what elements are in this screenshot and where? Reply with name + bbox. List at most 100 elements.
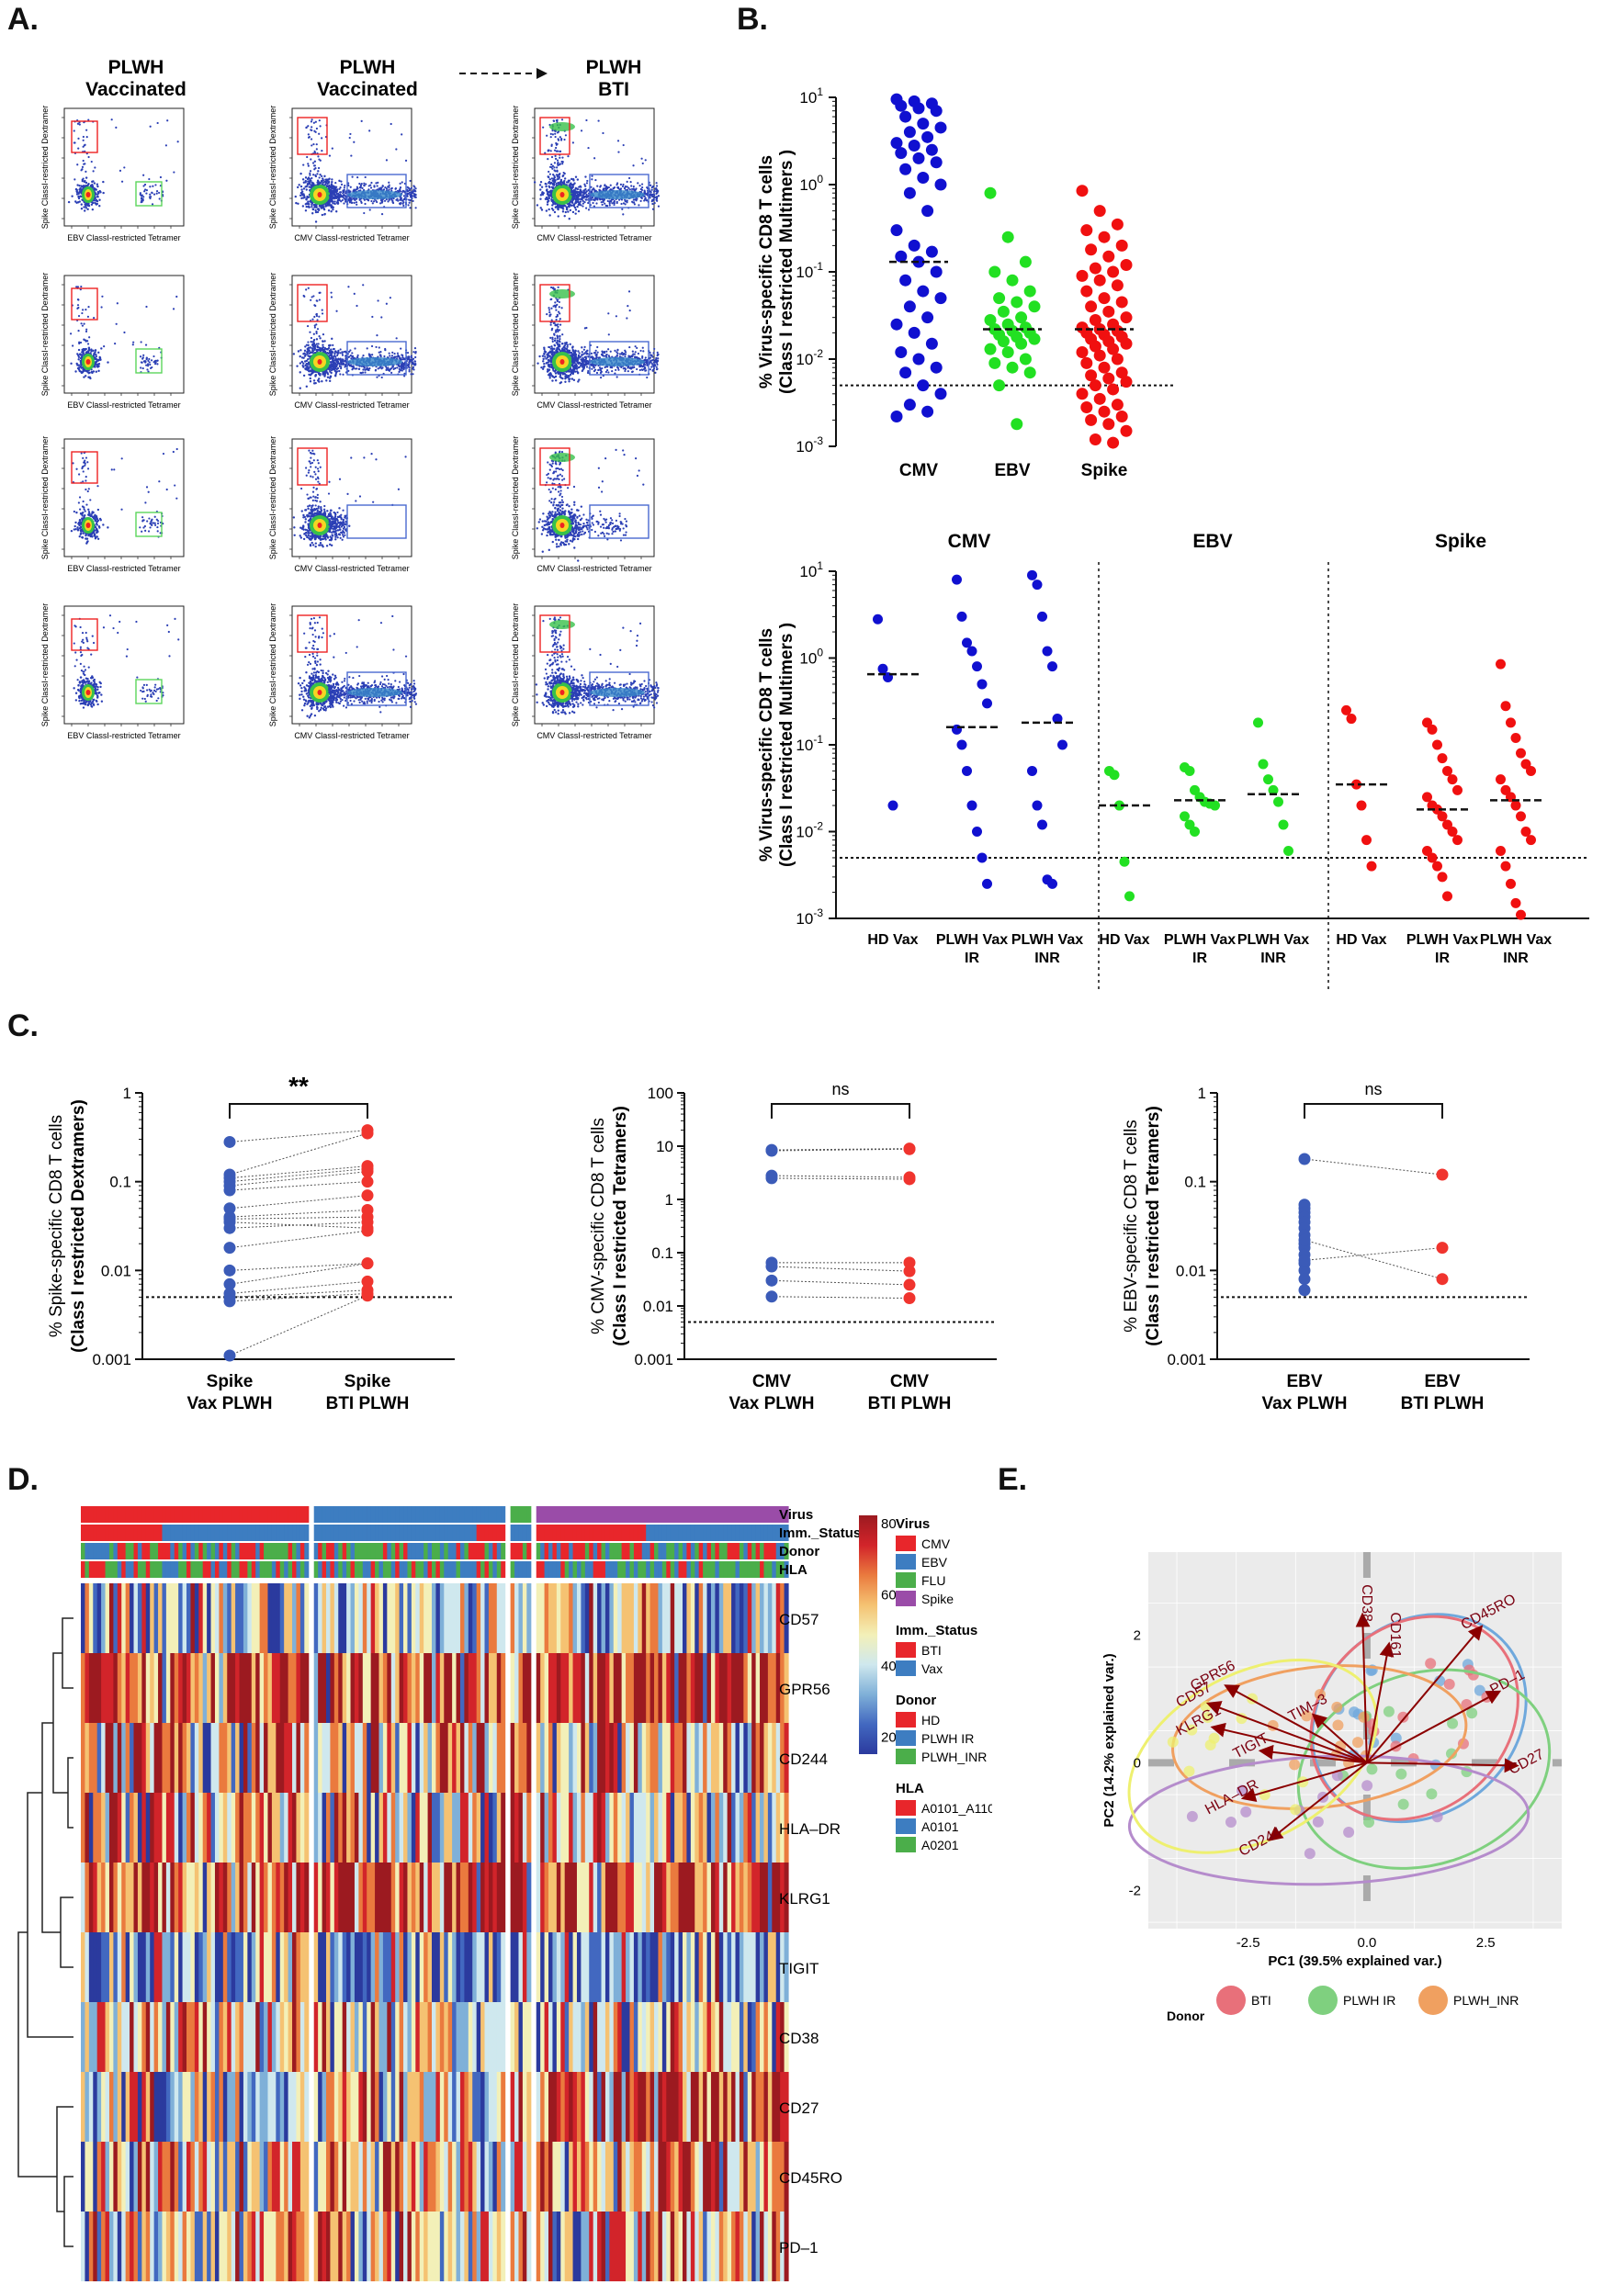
flow-event [317, 166, 321, 170]
flow-event [378, 346, 380, 349]
flow-event [152, 185, 154, 187]
flow-event [577, 203, 580, 207]
flow-event [308, 136, 311, 139]
flow-event [77, 196, 80, 198]
flow-event [561, 163, 564, 165]
flow-event [542, 360, 545, 363]
flow-event [609, 188, 613, 191]
flow-event [91, 201, 95, 205]
flow-event [412, 373, 414, 376]
flow-event [131, 343, 134, 346]
flow-event [406, 192, 409, 195]
flow-event [305, 188, 308, 191]
density-peak [85, 359, 91, 365]
col-header-3: PLWH BTI [586, 57, 642, 100]
flow-event [303, 349, 307, 353]
flow-event [155, 190, 159, 193]
flow-event [395, 148, 398, 151]
flow-event [353, 201, 356, 204]
flow-event [412, 188, 415, 191]
flow-event [87, 182, 90, 186]
flow-event [140, 197, 143, 200]
flow-event [548, 170, 550, 174]
flow-event [560, 138, 563, 141]
flow-event [91, 186, 95, 188]
flow-event [156, 359, 159, 362]
flow-event [591, 178, 593, 181]
flow-event [77, 192, 80, 196]
flow-event [549, 136, 552, 139]
flow-event [641, 186, 644, 189]
flow-event [321, 150, 323, 152]
flow-event [338, 362, 341, 365]
flow-event [335, 189, 339, 193]
density-peak [317, 359, 322, 365]
flow-event [546, 200, 549, 204]
flow-event [302, 197, 305, 199]
flow-event [400, 190, 402, 193]
flow-event [330, 348, 333, 351]
flow-event [94, 361, 97, 364]
flow-event [394, 187, 397, 190]
flow-event [410, 373, 412, 376]
flow-event [565, 208, 569, 210]
flow-event [343, 202, 345, 205]
flow-event [103, 345, 106, 348]
flow-event [308, 355, 311, 358]
flow-event [624, 185, 627, 188]
flow-event [616, 186, 619, 189]
flow-event [574, 197, 577, 200]
flow-event [336, 358, 339, 361]
flow-event [565, 181, 569, 184]
flow-event [102, 180, 105, 184]
flow-event [77, 147, 80, 150]
flow-event [398, 355, 401, 358]
flow-event [388, 184, 390, 186]
flow-event [561, 174, 565, 177]
flow-event [539, 194, 543, 197]
flow-event [311, 212, 314, 215]
flow-event [358, 186, 362, 189]
flow-event [298, 184, 300, 186]
flow-event [550, 143, 553, 146]
flow-event [340, 200, 343, 203]
flow-event [328, 344, 331, 347]
flow-event [555, 379, 558, 382]
flow-event [347, 350, 351, 354]
flow-event [98, 356, 102, 360]
flow-event [410, 356, 413, 359]
flow-y-label: Spike ClassI-restricted Dextramer [268, 106, 277, 230]
flow-event [149, 193, 152, 196]
flow-event [566, 350, 570, 354]
flow-event [90, 203, 94, 206]
flow-event [302, 163, 305, 166]
flow-event [82, 139, 85, 141]
flow-event [576, 187, 580, 191]
flow-event [142, 185, 145, 187]
flow-event [402, 198, 405, 201]
flow-event [555, 174, 559, 176]
flow-event [617, 151, 620, 153]
flow-event [644, 159, 647, 162]
flow-event [359, 184, 362, 186]
flow-event [304, 354, 307, 356]
flow-event [312, 174, 315, 176]
flow-event [363, 182, 366, 185]
flow-event [332, 357, 334, 360]
flow-event [302, 356, 305, 359]
flow-event [558, 177, 560, 180]
flow-event [120, 180, 124, 183]
flow-event [351, 355, 354, 358]
flow-event [316, 379, 320, 382]
flow-event [547, 157, 549, 161]
flow-event [77, 201, 80, 204]
flow-event [155, 192, 158, 195]
flow-event [402, 190, 406, 193]
flow-event [329, 370, 332, 373]
flow-event [338, 187, 341, 190]
flow-event [79, 195, 83, 197]
flow-event [328, 154, 332, 157]
flow-event [309, 172, 311, 174]
flow-event [353, 292, 356, 296]
flow-event [315, 127, 319, 130]
